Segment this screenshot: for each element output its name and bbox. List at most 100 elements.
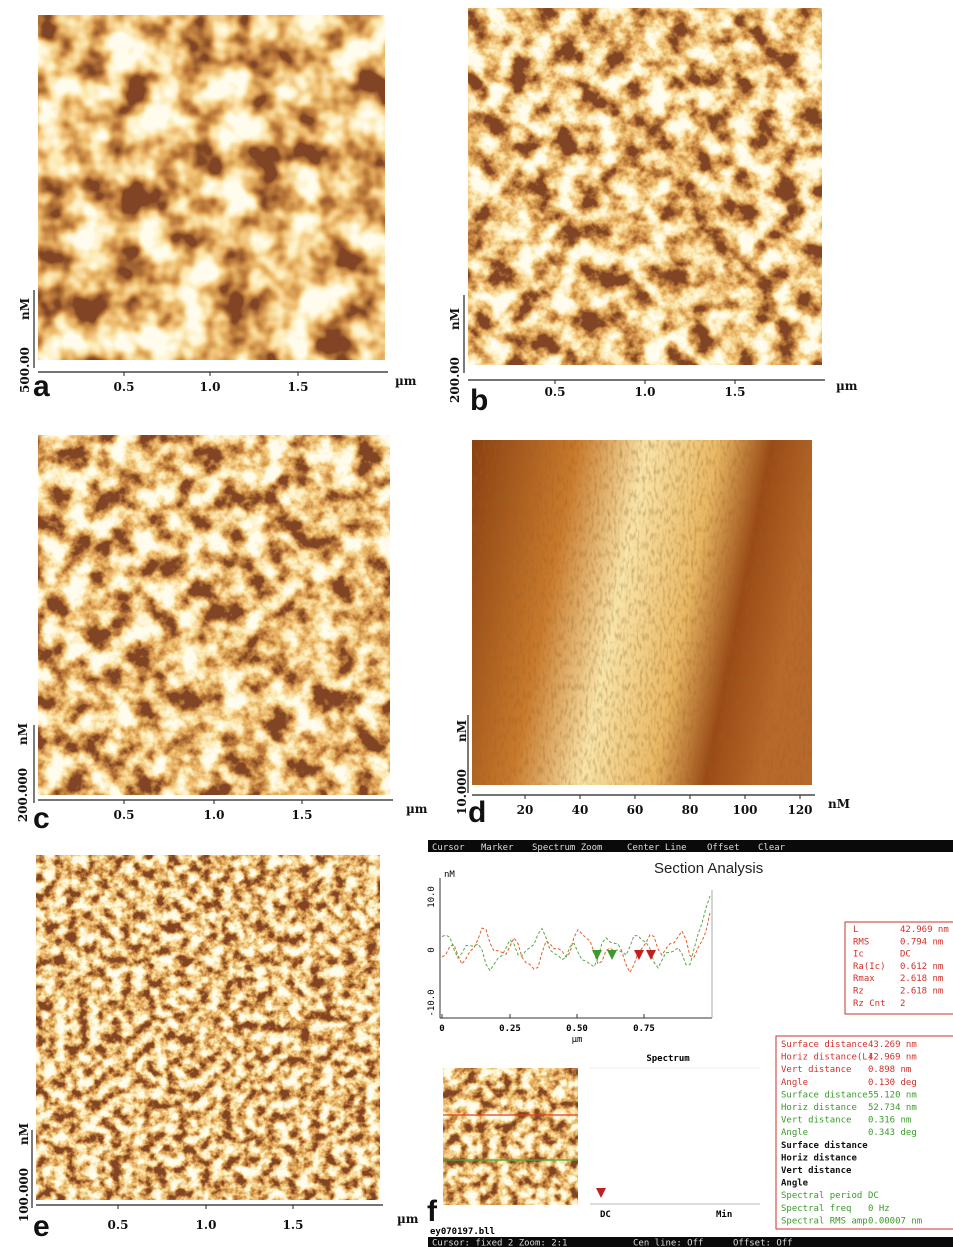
menu-item: Spectrum Zoom [532, 843, 602, 853]
menu-item: Offset [707, 843, 740, 853]
section-title: Section Analysis [654, 860, 763, 877]
stat-value: DC [900, 950, 911, 960]
panel-label: b [470, 384, 488, 417]
x-tick-label: 120 [787, 803, 812, 817]
cursor-value: 52.734 nm [868, 1103, 917, 1113]
cursor-value: 0.00007 nm [868, 1216, 922, 1226]
x-tick-label: 1.0 [200, 380, 221, 394]
z-scale-value: 500.00 [18, 347, 32, 393]
x-tick-label: 20 [517, 803, 534, 817]
status-item: Offset: Off [733, 1239, 793, 1247]
menu-item: Marker [481, 843, 514, 853]
cursor-label: Vert distance [781, 1065, 851, 1075]
x-tick-label: 100 [732, 803, 757, 817]
x-tick-label: 0.5 [545, 385, 566, 399]
z-scale-value: 200.00 [448, 357, 462, 403]
z-unit: nM [448, 308, 462, 330]
cursor-label: Vert distance [781, 1116, 851, 1126]
section-analysis: Cursor Marker Spectrum Zoom Center Line Offs… [427, 840, 953, 1247]
x-tick-label: 0.5 [114, 808, 135, 822]
stat-label: Rz Cnt [853, 999, 886, 1009]
afm-image [36, 855, 380, 1200]
cursor-label: Surface distance [781, 1090, 868, 1100]
y-tick-label: 10.0 [427, 886, 437, 908]
z-unit: nM [16, 723, 30, 745]
section-profile [442, 913, 710, 973]
panel-label: e [33, 1210, 50, 1243]
stat-label: RMS [853, 937, 869, 947]
cursor-label: Horiz distance [781, 1152, 857, 1163]
menu-item: Clear [758, 843, 786, 853]
thumbnail [443, 1068, 578, 1205]
cursor-value: DC [868, 1191, 879, 1201]
panel-label: a [33, 370, 50, 403]
stat-label: Rz [853, 987, 864, 997]
x-tick-label: 0.50 [566, 1024, 588, 1034]
y-unit: nM [444, 870, 455, 880]
cursor-label: Horiz distance(L) [781, 1053, 873, 1063]
x-tick-label: 80 [682, 803, 699, 817]
afm-image [468, 8, 822, 365]
status-item: Cen line: Off [633, 1239, 703, 1247]
cursor-label: Surface distance [781, 1040, 868, 1050]
cursor-value: 42.969 nm [868, 1053, 917, 1063]
afm-image [38, 435, 390, 795]
x-unit: µm [406, 802, 428, 816]
stat-label: Rmax [853, 974, 875, 984]
cursor-value: 43.269 nm [868, 1040, 917, 1050]
cursor-value: 0.898 nm [868, 1065, 911, 1075]
cursor-marker [592, 950, 602, 960]
afm-panel: 0.5 1.0 1.5 µm 200.00 nM b [448, 8, 858, 417]
z-scale: 200.00 nM [448, 308, 462, 403]
stat-value: 0.794 nm [900, 937, 943, 947]
stat-label: L [853, 925, 858, 935]
stat-value: 42.969 nm [900, 925, 949, 935]
cursor-label: Spectral freq [781, 1204, 851, 1214]
stat-value: 2.618 nm [900, 974, 943, 984]
cursor-marker [607, 950, 617, 960]
panel-label: c [33, 802, 50, 835]
cursor-label: Angle [781, 1078, 808, 1088]
filename: ey070197.bll [430, 1227, 495, 1237]
cursor-value: 0.343 deg [868, 1128, 917, 1138]
spectrum-marker [596, 1188, 606, 1198]
x-tick-label: 40 [572, 803, 589, 817]
spectrum-title: Spectrum [646, 1054, 690, 1064]
stat-label: Ic [853, 950, 864, 960]
x-tick-label: 1.0 [196, 1218, 217, 1232]
z-scale: 200.000 nM [16, 723, 30, 822]
stat-value: 2.618 nm [900, 987, 943, 997]
z-unit: nM [17, 1123, 31, 1145]
x-tick-label: 1.5 [725, 385, 746, 399]
cursor-label: Vert distance [781, 1165, 852, 1176]
z-scale-value: 200.000 [16, 768, 30, 822]
x-unit: nM [828, 797, 850, 811]
cursor-label: Spectral period [781, 1191, 862, 1201]
menu-item: Center Line [627, 843, 687, 853]
cursor-marker [634, 950, 644, 960]
x-tick-label: 1.5 [292, 808, 313, 822]
x-unit: µm [397, 1212, 419, 1226]
x-tick-label: 60 [627, 803, 644, 817]
x-tick-label: 0.5 [114, 380, 135, 394]
cursor-marker [646, 950, 656, 960]
cursor-value: 55.120 nm [868, 1090, 917, 1100]
x-tick-label: 1.5 [288, 380, 309, 394]
x-tick-label: 1.0 [635, 385, 656, 399]
x-tick-label: 0 [439, 1024, 444, 1034]
z-unit: nM [455, 720, 469, 742]
cursor-label: Surface distance [781, 1140, 868, 1151]
cursor-value: 0.316 nm [868, 1116, 911, 1126]
stat-value: 2 [900, 999, 905, 1009]
z-scale-value: 100.000 [17, 1168, 31, 1222]
x-unit: µm [836, 379, 858, 393]
menu-item: Cursor [432, 843, 465, 853]
x-tick-label: 0.75 [633, 1024, 655, 1034]
spectrum-left: DC [600, 1210, 611, 1220]
